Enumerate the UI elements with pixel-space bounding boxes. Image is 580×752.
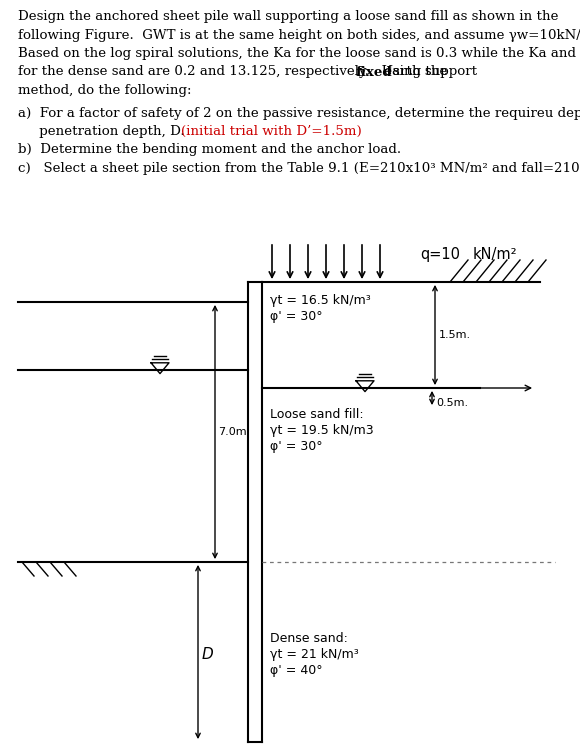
Text: Dense sand:: Dense sand: <box>270 632 348 645</box>
Text: φ' = 30°: φ' = 30° <box>270 310 322 323</box>
Text: (initial trial with D’=1.5m): (initial trial with D’=1.5m) <box>181 125 362 138</box>
Text: φ' = 40°: φ' = 40° <box>270 664 322 677</box>
Text: q=10: q=10 <box>420 247 460 262</box>
Text: 0.5m.: 0.5m. <box>436 398 468 408</box>
Text: following Figure.  GWT is at the same height on both sides, and assume γw=10kN/m: following Figure. GWT is at the same hei… <box>18 29 580 41</box>
Text: φ' = 30°: φ' = 30° <box>270 440 322 453</box>
Text: γt = 21 kN/m³: γt = 21 kN/m³ <box>270 648 359 661</box>
Text: penetration depth, D.: penetration depth, D. <box>18 125 189 138</box>
Text: for the dense sand are 0.2 and 13.125, respectively.   Using the: for the dense sand are 0.2 and 13.125, r… <box>18 65 447 78</box>
Text: γt = 16.5 kN/m³: γt = 16.5 kN/m³ <box>270 294 371 307</box>
Text: earth support: earth support <box>380 65 477 78</box>
Text: kN/m²: kN/m² <box>473 247 517 262</box>
Text: Design the anchored sheet pile wall supporting a loose sand fill as shown in the: Design the anchored sheet pile wall supp… <box>18 10 559 23</box>
Text: γt = 19.5 kN/m3: γt = 19.5 kN/m3 <box>270 424 374 437</box>
Text: fixed: fixed <box>356 65 393 78</box>
Text: 1.5m.: 1.5m. <box>439 330 471 340</box>
Text: b)  Determine the bending moment and the anchor load.: b) Determine the bending moment and the … <box>18 144 401 156</box>
Text: c)   Select a sheet pile section from the Table 9.1 (E=210x10³ MN/m² and fall=21: c) Select a sheet pile section from the … <box>18 162 580 175</box>
Text: Loose sand fill:: Loose sand fill: <box>270 408 364 421</box>
Text: D: D <box>202 647 214 662</box>
Text: a)  For a factor of safety of 2 on the passive resistance, determine the require: a) For a factor of safety of 2 on the pa… <box>18 107 580 120</box>
Text: 7.0m.: 7.0m. <box>218 427 250 437</box>
Text: Based on the log spiral solutions, the Ka for the loose sand is 0.3 while the Ka: Based on the log spiral solutions, the K… <box>18 47 580 60</box>
Text: method, do the following:: method, do the following: <box>18 84 191 97</box>
